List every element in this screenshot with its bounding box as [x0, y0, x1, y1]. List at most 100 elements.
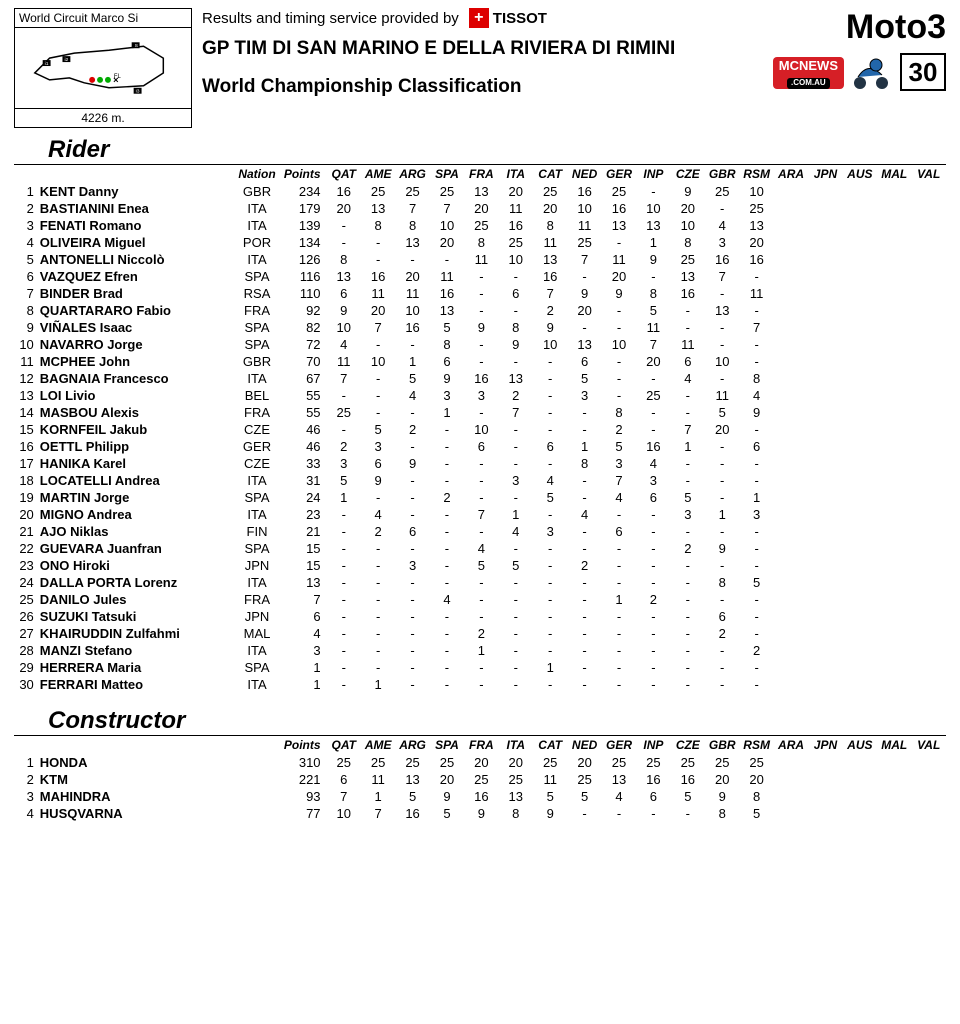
table-row: 10NAVARRO JorgeSPA724--8-9101310711--	[14, 336, 946, 353]
table-row: 23ONO HirokiJPN15--3-55-2-----	[14, 557, 946, 574]
table-row: 28MANZI StefanoITA3----1-------2	[14, 642, 946, 659]
table-row: 1KENT DannyGBR234162525251320251625-9251…	[14, 183, 946, 200]
round-RSM: RSM	[739, 165, 773, 183]
round-AME: AME	[361, 165, 395, 183]
service-line: Results and timing service provided by +…	[202, 8, 763, 28]
round-VAL: VAL	[911, 165, 946, 183]
round-ITA: ITA	[499, 736, 533, 754]
table-row: 15KORNFEIL JakubCZE46-52-10---2-720-	[14, 421, 946, 438]
track-box: World Circuit Marco Si i1 i2 S i3 FL 422…	[14, 8, 192, 128]
rider-section-title: Rider	[14, 136, 946, 165]
rider-icon	[848, 55, 892, 91]
table-row: 3MAHINDRA93715916135546598	[14, 788, 946, 805]
round-CZE: CZE	[671, 165, 705, 183]
table-row: 17HANIKA KarelCZE33369----834---	[14, 455, 946, 472]
round-AME: AME	[361, 736, 395, 754]
track-name: World Circuit Marco Si	[15, 9, 191, 28]
table-row: 16OETTL PhilippGER4623--6-615161-6	[14, 438, 946, 455]
table-row: 13LOI LivioBEL55--4332-3-25-114	[14, 387, 946, 404]
svg-text:i3: i3	[136, 89, 140, 95]
class-label: Moto3	[846, 8, 946, 47]
round-ARA: ARA	[774, 165, 808, 183]
constructor-section-title: Constructor	[14, 707, 946, 736]
round-ARG: ARG	[395, 736, 429, 754]
track-map: i1 i2 S i3 FL	[15, 28, 191, 108]
round-CAT: CAT	[533, 736, 567, 754]
table-row: 9VIÑALES IsaacSPA82107165989--11--7	[14, 319, 946, 336]
round-JPN: JPN	[808, 165, 842, 183]
round-QAT: QAT	[327, 165, 361, 183]
round-GBR: GBR	[705, 736, 739, 754]
classification-title: World Championship Classification	[202, 76, 763, 98]
table-row: 4OLIVEIRA MiguelPOR134--13208251125-1832…	[14, 234, 946, 251]
table-row: 19MARTIN JorgeSPA241--2--5-465-1	[14, 489, 946, 506]
mcnews-text: MCNEWS	[779, 58, 838, 73]
round-MAL: MAL	[877, 165, 911, 183]
round-ARG: ARG	[395, 165, 429, 183]
service-text: Results and timing service provided by	[202, 10, 459, 27]
round-GBR: GBR	[705, 165, 739, 183]
round-AUS: AUS	[843, 736, 877, 754]
table-row: 24DALLA PORTA LorenzITA13-----------85	[14, 574, 946, 591]
rider-count: 30	[900, 53, 946, 91]
track-length: 4226 m.	[15, 108, 191, 127]
table-row: 25DANILO JulesFRA7---4----12---	[14, 591, 946, 608]
round-GER: GER	[602, 165, 636, 183]
round-SPA: SPA	[430, 736, 464, 754]
table-row: 2BASTIANINI EneaITA179201377201120101610…	[14, 200, 946, 217]
table-row: 8QUARTARARO FabioFRA929201013--220-5-13-	[14, 302, 946, 319]
round-MAL: MAL	[877, 736, 911, 754]
round-CAT: CAT	[533, 165, 567, 183]
table-row: 22GUEVARA JuanfranSPA15----4-----29-	[14, 540, 946, 557]
table-row: 3FENATI RomanoITA139-8810251681113131041…	[14, 217, 946, 234]
table-row: 11MCPHEE JohnGBR70111016---6-20610-	[14, 353, 946, 370]
table-row: 21AJO NiklasFIN21-26--43-6----	[14, 523, 946, 540]
table-row: 29HERRERA MariaSPA1------1------	[14, 659, 946, 676]
table-row: 20MIGNO AndreaITA23-4--71-4--313	[14, 506, 946, 523]
round-SPA: SPA	[430, 165, 464, 183]
round-ITA: ITA	[499, 165, 533, 183]
event-name: GP TIM DI SAN MARINO E DELLA RIVIERA DI …	[202, 38, 763, 60]
col-points: Points	[281, 736, 327, 754]
round-AUS: AUS	[843, 165, 877, 183]
table-row: 27KHAIRUDDIN ZulfahmiMAL4----2------2-	[14, 625, 946, 642]
header-row: World Circuit Marco Si i1 i2 S i3 FL 422…	[14, 8, 946, 128]
mcnews-logo: MCNEWS .COM.AU	[773, 55, 892, 91]
table-row: 1HONDA31025252525202025202525252525	[14, 754, 946, 771]
round-CZE: CZE	[671, 736, 705, 754]
sponsor-name: TISSOT	[493, 10, 547, 27]
table-row: 5ANTONELLI NiccolòITA1268---111013711925…	[14, 251, 946, 268]
col-nation: Nation	[233, 165, 280, 183]
round-INP: INP	[636, 165, 670, 183]
header-mid: Results and timing service provided by +…	[202, 8, 763, 98]
tissot-logo: + TISSOT	[469, 8, 547, 28]
round-JPN: JPN	[808, 736, 842, 754]
table-row: 7BINDER BradRSA1106111116-6799816-11	[14, 285, 946, 302]
col-points: Points	[281, 165, 327, 183]
constructor-table: PointsQATAMEARGSPAFRAITACATNEDGERINPCZEG…	[14, 736, 946, 822]
table-row: 6VAZQUEZ EfrenSPA11613162011--16-20-137-	[14, 268, 946, 285]
table-row: 18LOCATELLI AndreaITA3159---34-73---	[14, 472, 946, 489]
round-ARA: ARA	[774, 736, 808, 754]
svg-text:i2: i2	[64, 57, 68, 63]
table-row: 26SUZUKI TatsukiJPN6-----------6-	[14, 608, 946, 625]
round-NED: NED	[567, 165, 601, 183]
table-row: 2KTM2216111320252511251316162020	[14, 771, 946, 788]
round-NED: NED	[567, 736, 601, 754]
table-row: 30FERRARI MatteoITA1-1-----------	[14, 676, 946, 693]
round-INP: INP	[636, 736, 670, 754]
round-GER: GER	[602, 736, 636, 754]
round-VAL: VAL	[911, 736, 946, 754]
round-QAT: QAT	[327, 736, 361, 754]
mcnews-sub: .COM.AU	[787, 78, 830, 89]
round-RSM: RSM	[739, 736, 773, 754]
rider-table: NationPointsQATAMEARGSPAFRAITACATNEDGERI…	[14, 165, 946, 693]
round-FRA: FRA	[464, 736, 498, 754]
table-row: 12BAGNAIA FrancescoITA677-591613-5--4-8	[14, 370, 946, 387]
svg-text:i1: i1	[45, 61, 49, 67]
header-right: Moto3 MCNEWS .COM.AU 30	[773, 8, 946, 91]
table-row: 14MASBOU AlexisFRA5525--1-7--8--59	[14, 404, 946, 421]
table-row: 4HUSQVARNA77107165989----85	[14, 805, 946, 822]
round-FRA: FRA	[464, 165, 498, 183]
swiss-flag-icon: +	[469, 8, 489, 28]
